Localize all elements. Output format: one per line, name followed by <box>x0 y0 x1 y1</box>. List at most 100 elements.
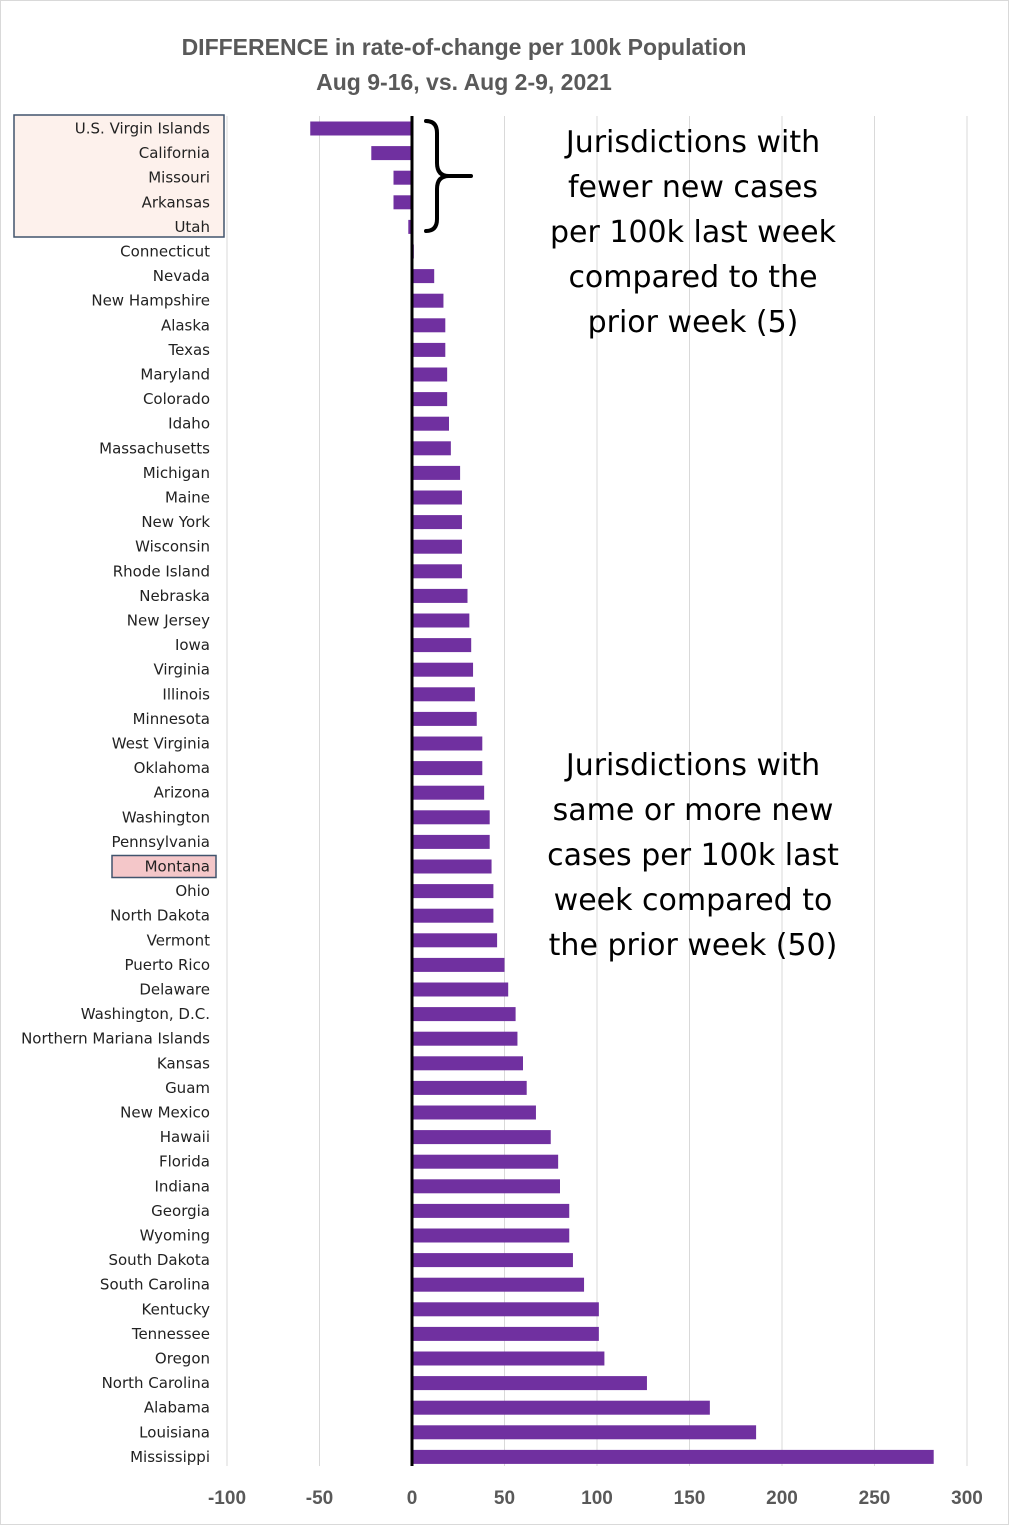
bar <box>412 761 483 776</box>
bar <box>412 1376 647 1391</box>
category-label: Kansas <box>157 1054 210 1072</box>
category-label: Northern Mariana Islands <box>21 1030 210 1048</box>
bar <box>412 465 461 480</box>
bar <box>412 318 446 333</box>
tick-labels: -100 -50 0 50 100 150 200 250 300 <box>208 1488 983 1509</box>
bars <box>310 121 934 1464</box>
category-label: Alabama <box>144 1399 210 1417</box>
annotation-line: Jurisdictions with <box>564 748 820 783</box>
annotation-line: Jurisdictions with <box>564 125 820 160</box>
category-label: Indiana <box>154 1177 210 1195</box>
category-label: Vermont <box>147 931 211 949</box>
bar <box>412 1080 527 1095</box>
category-label: Oregon <box>155 1350 210 1368</box>
bar <box>412 416 449 431</box>
annotations: Jurisdictions with fewer new cases per 100… <box>547 125 839 963</box>
category-label: New Jersey <box>127 612 210 630</box>
tick-label: -50 <box>306 1488 333 1509</box>
bar <box>412 269 435 284</box>
category-label: Wyoming <box>140 1227 210 1245</box>
category-label: Washington, D.C. <box>81 1005 210 1023</box>
category-label: Florida <box>159 1153 210 1171</box>
bar <box>412 1130 551 1145</box>
tick-label: -100 <box>208 1488 246 1509</box>
tick-label: 250 <box>859 1488 891 1509</box>
highlight-fewer-cases-box <box>13 114 225 238</box>
bar <box>371 146 412 161</box>
category-label: Rhode Island <box>113 562 210 580</box>
brace-icon <box>424 119 473 233</box>
annotation-line: the prior week (50) <box>549 928 838 963</box>
category-label: Georgia <box>151 1202 210 1220</box>
category-label: Colorado <box>143 390 210 408</box>
bar <box>412 515 462 530</box>
tick-label: 100 <box>581 1488 613 1509</box>
bar <box>412 1253 573 1268</box>
category-label: Tennessee <box>131 1325 210 1343</box>
bar <box>412 1425 757 1440</box>
category-label: Nebraska <box>139 587 210 605</box>
bar <box>412 687 475 702</box>
category-label: Idaho <box>168 415 210 433</box>
bar <box>412 834 490 849</box>
category-label: Nevada <box>153 267 210 285</box>
bar <box>412 613 470 628</box>
bar <box>412 1228 570 1243</box>
category-label: Alaska <box>161 316 210 334</box>
bar <box>412 957 505 972</box>
category-label: Puerto Rico <box>124 956 210 974</box>
bar <box>412 293 444 308</box>
tick-label: 300 <box>951 1488 983 1509</box>
curly-brace <box>424 119 473 233</box>
category-label: New Hampshire <box>91 292 210 310</box>
bar <box>412 810 490 825</box>
category-label: Utah <box>174 218 210 236</box>
category-label: Virginia <box>153 661 210 679</box>
category-label: Wisconsin <box>135 538 210 556</box>
chart-subtitle: Aug 9-16, vs. Aug 2-9, 2021 <box>316 69 612 95</box>
gridlines <box>226 116 968 1466</box>
annotation-fewer: Jurisdictions with fewer new cases per 100… <box>550 125 837 340</box>
chart-title: DIFFERENCE in rate-of-change per 100k Po… <box>182 34 747 60</box>
bar <box>412 490 462 505</box>
bar <box>412 1400 710 1415</box>
bar <box>412 1031 518 1046</box>
category-label: Guam <box>165 1079 210 1097</box>
bar <box>408 219 412 234</box>
category-label: Michigan <box>143 464 210 482</box>
tick-label: 50 <box>494 1488 515 1509</box>
category-label: Pennsylvania <box>111 833 210 851</box>
category-label: Oklahoma <box>134 759 210 777</box>
bar <box>412 1351 605 1366</box>
category-label: South Carolina <box>100 1276 210 1294</box>
bar <box>412 908 494 923</box>
category-label: New Mexico <box>120 1104 210 1122</box>
highlight-boxes <box>13 114 225 879</box>
category-label: Maryland <box>140 366 210 384</box>
tick-label: 200 <box>766 1488 798 1509</box>
bar <box>412 736 483 751</box>
annotation-line: compared to the <box>568 260 817 295</box>
bar <box>412 441 451 456</box>
bar <box>412 367 448 382</box>
bar <box>412 1179 560 1194</box>
annotation-line: fewer new cases <box>568 170 818 205</box>
category-label: West Virginia <box>112 735 210 753</box>
category-label: Mississippi <box>130 1448 210 1466</box>
bar <box>412 1302 599 1317</box>
bar <box>412 342 446 357</box>
bar <box>412 1449 934 1464</box>
bar <box>412 588 468 603</box>
bar <box>412 1326 599 1341</box>
category-label: Connecticut <box>120 243 210 261</box>
category-label: Arkansas <box>142 193 211 211</box>
category-label: Missouri <box>148 169 210 187</box>
category-label: California <box>139 144 210 162</box>
bar <box>412 1007 516 1022</box>
bar <box>412 1105 536 1120</box>
category-label: U.S. Virgin Islands <box>75 120 210 138</box>
annotation-more: Jurisdictions with same or more new cases … <box>547 748 839 963</box>
category-label: Washington <box>122 808 210 826</box>
bar <box>412 1277 585 1292</box>
bar <box>412 859 492 874</box>
